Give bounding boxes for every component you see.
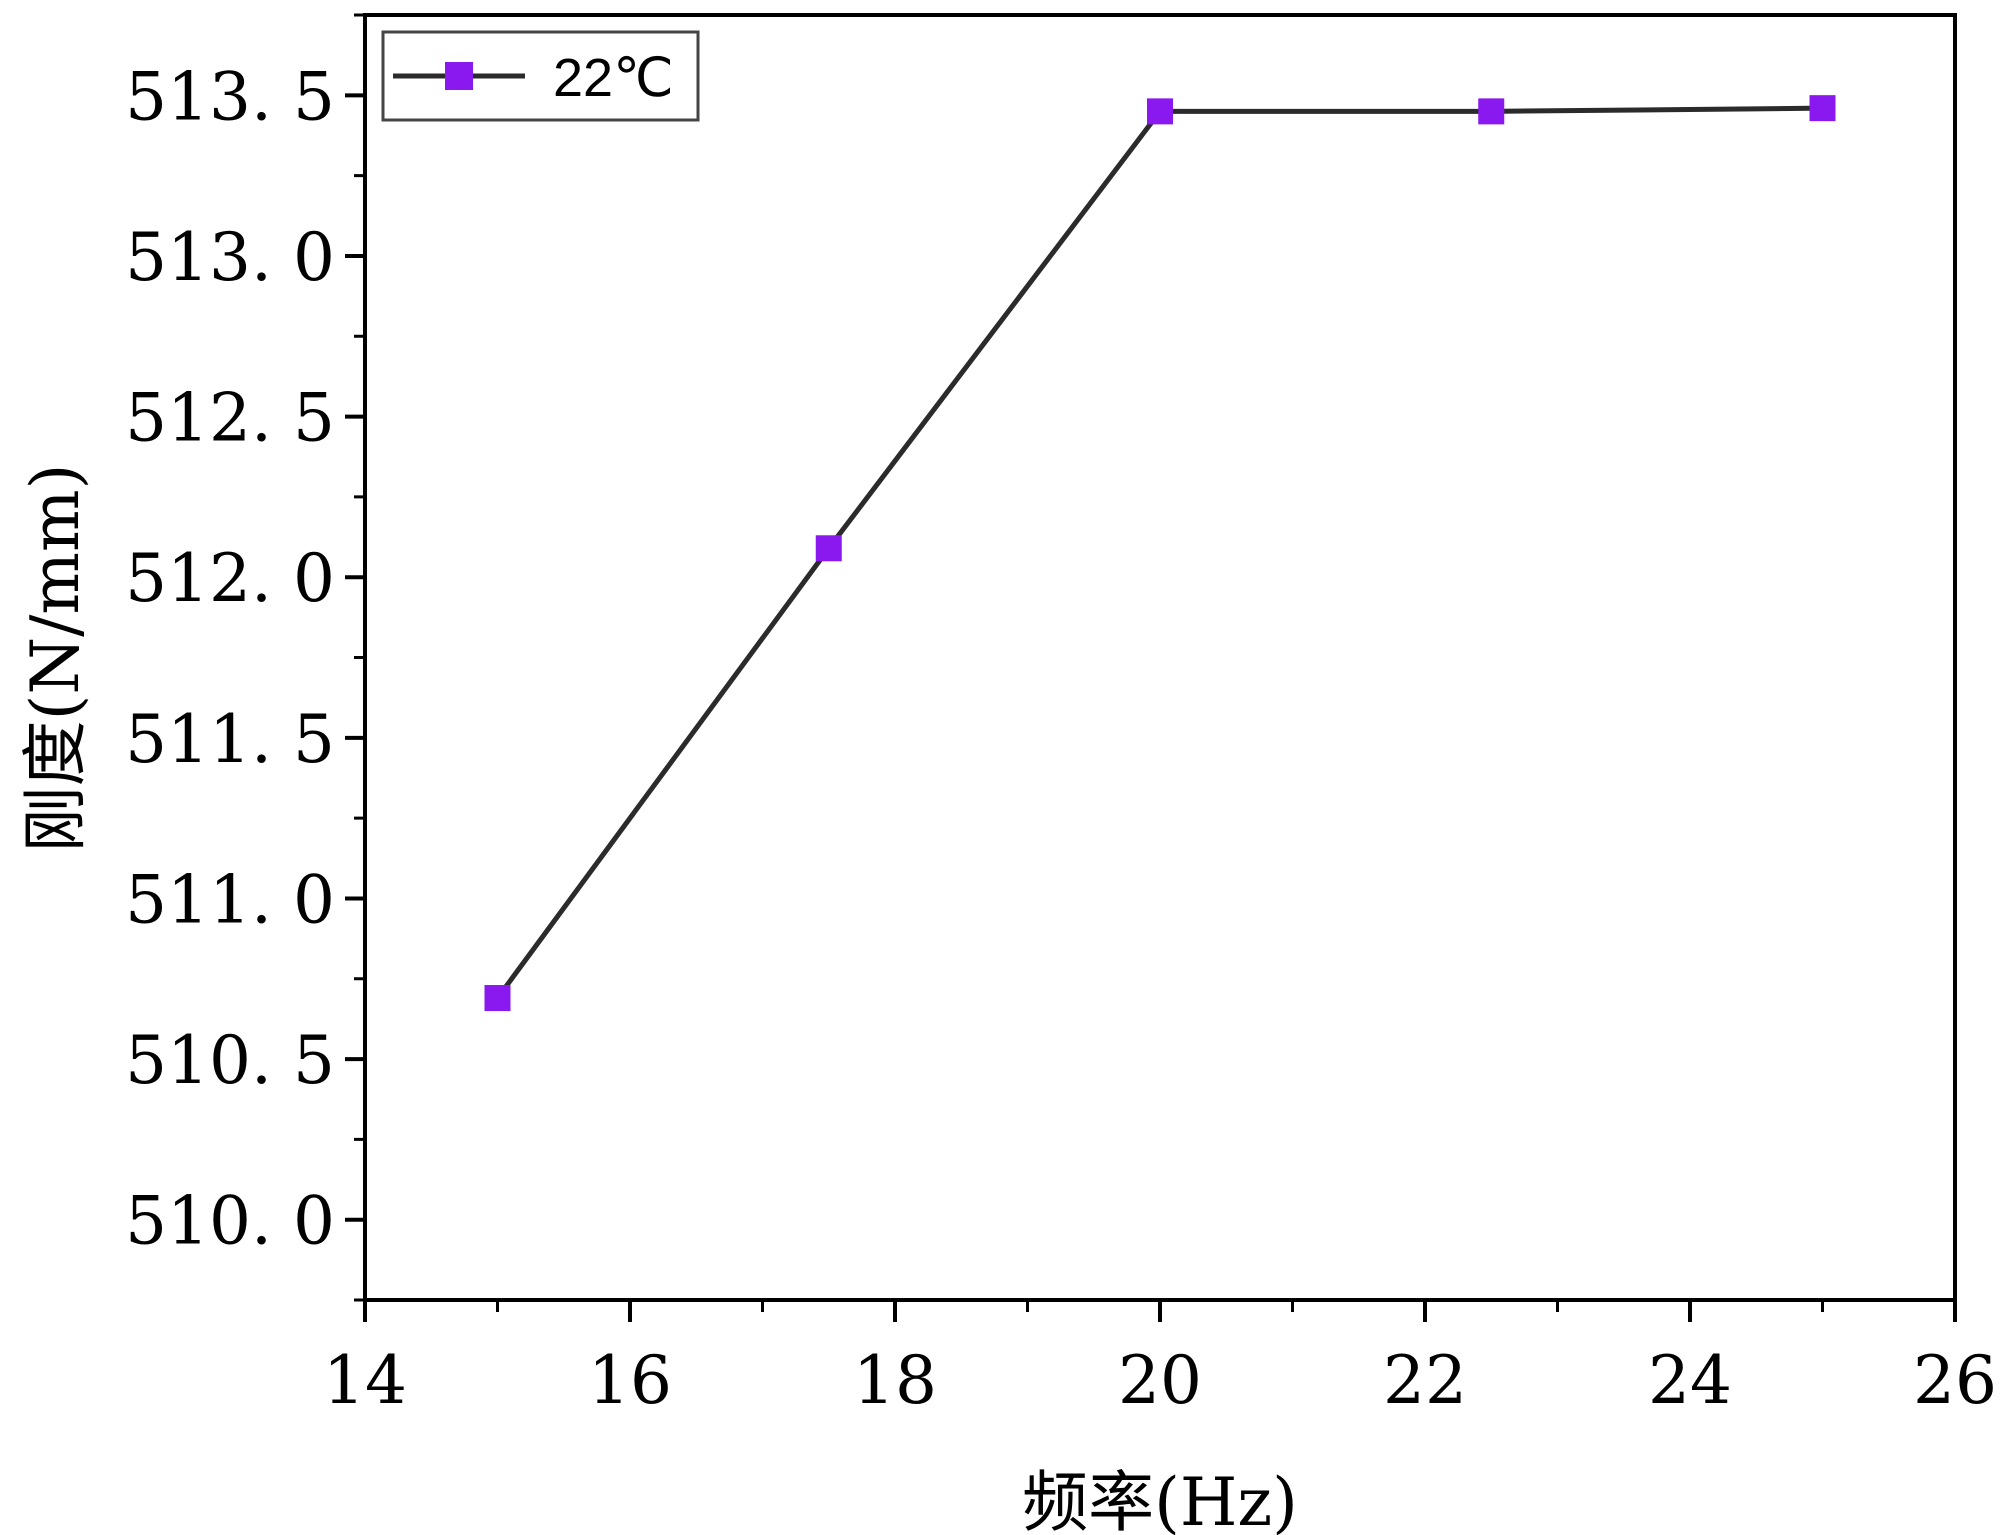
x-tick-label: 22 (1383, 1342, 1467, 1419)
y-axis-title: 刚度(N/mm) (17, 464, 94, 853)
x-tick-label: 24 (1648, 1342, 1732, 1419)
y-tick-label: 510. 0 (125, 1183, 335, 1260)
y-tick-label: 512. 5 (125, 380, 335, 457)
y-tick-label: 513. 0 (125, 219, 335, 296)
legend-label: 22℃ (553, 48, 674, 108)
x-tick-label: 16 (588, 1342, 672, 1419)
legend-marker-swatch (445, 62, 473, 90)
y-tick-label: 512. 0 (125, 540, 335, 617)
data-point (1147, 98, 1173, 125)
plot-area (363, 13, 1957, 1302)
y-tick-label: 511. 5 (125, 701, 335, 778)
x-tick-label: 26 (1913, 1342, 1997, 1419)
y-tick-label: 510. 5 (125, 1022, 335, 1099)
data-point (484, 985, 511, 1012)
x-tick-label: 18 (853, 1342, 937, 1419)
legend: 22℃ (381, 30, 700, 122)
y-tick-label: 511. 0 (125, 861, 335, 938)
data-point (1478, 98, 1505, 125)
data-point (815, 535, 842, 562)
series-markers (484, 95, 1836, 1012)
data-point (1809, 95, 1836, 122)
x-tick-label: 14 (323, 1342, 407, 1419)
y-tick-label: 513. 5 (125, 58, 335, 135)
y-axis: 510. 0 510. 5 511. 0 511. 5 512. 0 512. 5 513.… (125, 13, 365, 1302)
x-tick-label: 20 (1118, 1342, 1202, 1419)
x-axis: 14 16 18 20 22 24 26 (323, 1300, 1997, 1419)
x-axis-title: 频率(Hz) (1022, 1464, 1298, 1535)
